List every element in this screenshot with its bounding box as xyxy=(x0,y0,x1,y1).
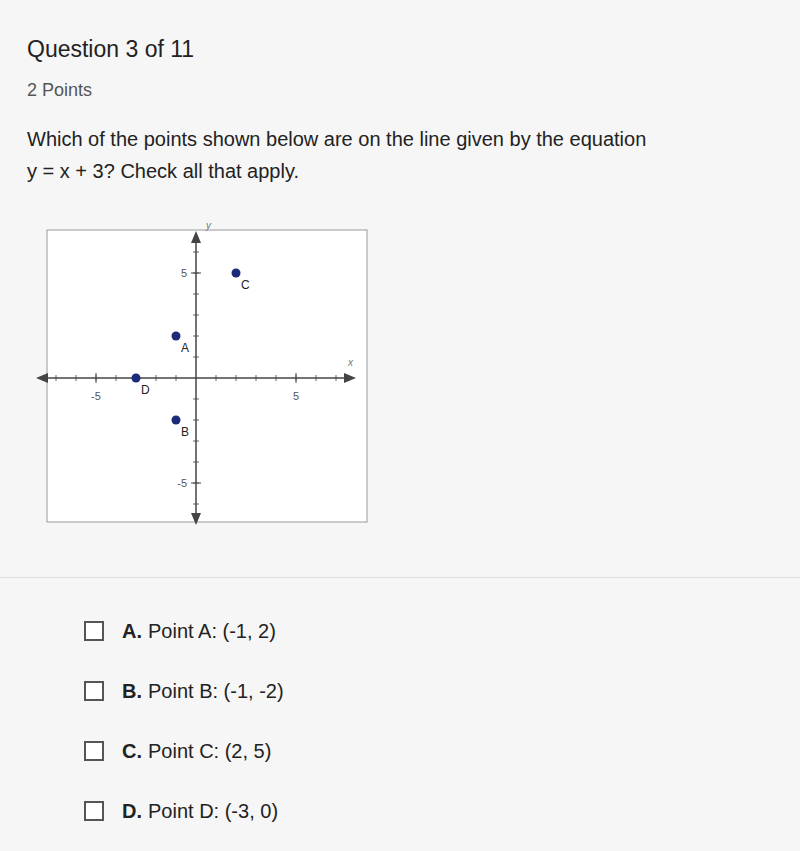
arrow xyxy=(191,513,201,525)
arrow xyxy=(344,373,356,383)
y-axis xyxy=(195,237,197,519)
separator xyxy=(0,577,800,578)
point-label: C xyxy=(241,278,250,292)
point xyxy=(172,332,181,341)
option-text: Point A: (-1, 2) xyxy=(148,620,276,643)
y-tick-label: 5 xyxy=(181,267,187,279)
option-text: Point C: (2, 5) xyxy=(148,740,271,763)
x-tick xyxy=(96,373,97,383)
checkbox[interactable] xyxy=(84,741,104,761)
point-label: A xyxy=(181,341,189,355)
arrow xyxy=(191,231,201,243)
chart: -5 5 -5 5 x y A B C D xyxy=(0,0,800,560)
option-letter: D. xyxy=(122,800,142,823)
points xyxy=(132,269,241,425)
option-letter: C. xyxy=(122,740,142,763)
option[interactable]: B. Point B: (-1, -2) xyxy=(84,677,284,705)
option-text: Point B: (-1, -2) xyxy=(148,680,284,703)
checkbox[interactable] xyxy=(84,681,104,701)
checkbox[interactable] xyxy=(84,801,104,821)
x-tick xyxy=(296,373,297,383)
x-tick-label: 5 xyxy=(293,390,299,402)
option[interactable]: A. Point A: (-1, 2) xyxy=(84,617,276,645)
question-text: y = x + 3? Check all that apply. xyxy=(27,160,299,183)
graph-frame xyxy=(47,230,367,522)
point xyxy=(172,416,181,425)
point xyxy=(232,269,241,278)
y-tick xyxy=(191,483,201,484)
y-tick xyxy=(191,273,201,274)
option[interactable]: C. Point C: (2, 5) xyxy=(84,737,271,765)
point-label: D xyxy=(141,383,150,397)
y-tick-label: -5 xyxy=(177,477,187,489)
option-letter: B. xyxy=(122,680,142,703)
question-text: Which of the points shown below are on t… xyxy=(27,128,646,151)
option[interactable]: D. Point D: (-3, 0) xyxy=(84,797,278,825)
point-label: B xyxy=(181,425,189,439)
option-text: Point D: (-3, 0) xyxy=(148,800,278,823)
question-number: Question 3 of 11 xyxy=(27,36,194,63)
arrow xyxy=(36,373,48,383)
x-tick-label: -5 xyxy=(91,390,101,402)
point xyxy=(132,374,141,383)
option-letter: A. xyxy=(122,620,142,643)
points: 2 Points xyxy=(27,80,92,101)
checkbox[interactable] xyxy=(84,621,104,641)
x-axis-label: x xyxy=(347,357,354,368)
y-axis-label: y xyxy=(205,220,212,231)
